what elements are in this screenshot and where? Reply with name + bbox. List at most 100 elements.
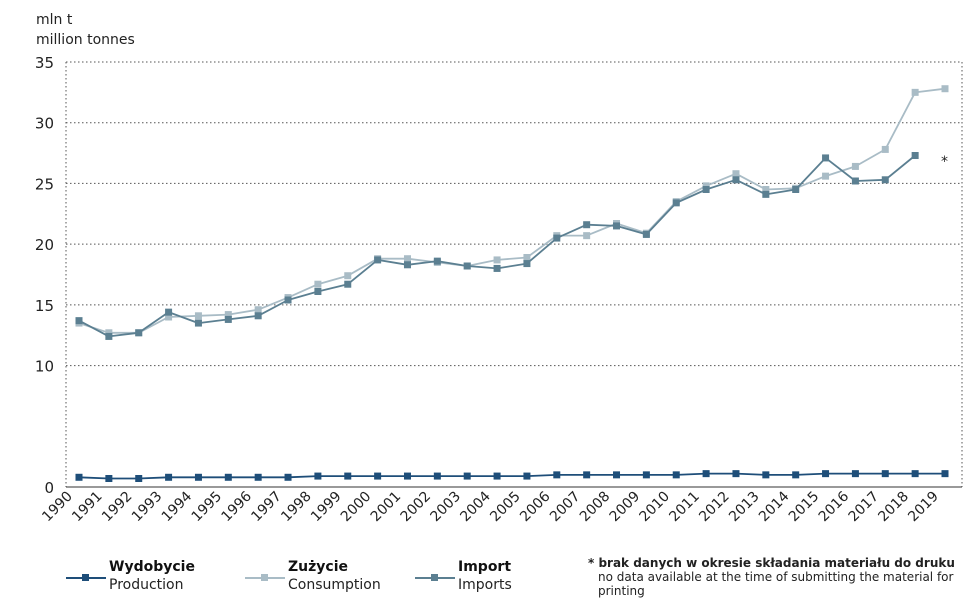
data-point-2-13 xyxy=(463,262,471,270)
y-tick-label: 15 xyxy=(35,297,54,315)
x-tick-label: 2015 xyxy=(786,489,823,526)
data-point-1-15 xyxy=(523,254,531,261)
data-point-2-19 xyxy=(642,230,650,238)
x-tick-label: 1993 xyxy=(129,489,166,526)
data-point-2-3 xyxy=(165,308,173,316)
x-tick-label: 2016 xyxy=(816,488,853,525)
x-tick-label: 2002 xyxy=(398,489,435,526)
data-point-2-26 xyxy=(851,177,859,185)
footnote-en: no data available at the time of submitt… xyxy=(598,570,954,598)
data-point-2-14 xyxy=(493,264,501,272)
legend-production-marker xyxy=(82,574,89,581)
missing-data-asterisk: * xyxy=(941,154,948,170)
footnote: * brak danych w okresie składania materi… xyxy=(588,556,968,598)
data-point-0-24 xyxy=(792,471,800,479)
data-point-1-11 xyxy=(403,255,411,263)
data-point-2-23 xyxy=(762,190,770,198)
data-point-0-2 xyxy=(135,475,143,482)
y-tick-label: 20 xyxy=(35,236,54,254)
data-point-0-0 xyxy=(75,473,83,481)
legend-imports: Import Imports xyxy=(415,559,575,610)
data-point-0-23 xyxy=(762,471,770,479)
footnote-pl: * brak danych w okresie składania materi… xyxy=(588,556,955,570)
data-point-0-16 xyxy=(553,471,561,479)
data-point-0-9 xyxy=(344,472,352,480)
x-tick-label: 1995 xyxy=(189,489,226,526)
x-tick-label: 2007 xyxy=(547,489,584,526)
data-point-0-4 xyxy=(194,473,202,481)
x-tick-label: 1994 xyxy=(159,488,196,525)
data-point-1-1 xyxy=(105,329,113,337)
x-tick-label: 1992 xyxy=(99,489,136,526)
data-point-0-10 xyxy=(374,472,382,480)
series-line-0 xyxy=(78,472,945,480)
data-point-2-6 xyxy=(254,312,262,320)
data-point-2-24 xyxy=(792,186,800,193)
x-tick-label: 2009 xyxy=(607,489,644,526)
data-point-0-29 xyxy=(941,470,949,478)
data-point-0-17 xyxy=(583,471,591,479)
y-unit-en: million tonnes xyxy=(36,32,135,48)
x-tick-label: 2003 xyxy=(428,489,465,526)
x-tick-label: 1999 xyxy=(308,489,345,526)
data-point-1-8 xyxy=(314,280,322,288)
data-point-1-9 xyxy=(344,272,352,280)
x-tick-label: 2011 xyxy=(666,489,703,526)
data-point-2-20 xyxy=(672,199,680,207)
legend-production-en: Production xyxy=(109,577,184,593)
data-point-2-9 xyxy=(344,280,352,288)
data-point-2-16 xyxy=(553,234,561,242)
data-point-0-25 xyxy=(822,470,830,478)
x-tick-label: 2001 xyxy=(368,489,405,526)
data-point-0-28 xyxy=(911,470,919,478)
series-line-1 xyxy=(78,87,946,334)
data-point-1-14 xyxy=(493,256,501,264)
data-point-1-22 xyxy=(732,170,740,178)
data-point-0-12 xyxy=(433,472,441,480)
x-tick-label: 2012 xyxy=(696,489,733,526)
x-tick-label: 1996 xyxy=(218,488,255,525)
grid xyxy=(65,61,963,487)
data-point-0-14 xyxy=(493,472,501,480)
data-point-2-10 xyxy=(374,256,382,264)
legend-imports-pl: Import xyxy=(458,559,512,575)
x-tick-label: 2019 xyxy=(905,489,942,526)
x-tick-label: 1991 xyxy=(69,489,106,526)
data-point-0-1 xyxy=(105,475,113,482)
x-tick-label: 2008 xyxy=(577,489,614,526)
y-tick-label: 10 xyxy=(35,358,54,376)
legend-consumption-pl: Zużycie xyxy=(288,559,348,575)
data-point-2-22 xyxy=(732,176,740,184)
data-point-2-4 xyxy=(194,319,202,327)
data-point-0-22 xyxy=(732,470,740,478)
data-point-0-20 xyxy=(672,471,680,479)
y-axis: 0 10 15 20 25 30 35 xyxy=(35,54,54,497)
x-tick-label: 2017 xyxy=(846,489,883,526)
data-point-0-13 xyxy=(463,472,471,480)
chart-area: 0 10 15 20 25 30 35 19901991199219931994199519… xyxy=(35,54,963,526)
x-tick-label: 1998 xyxy=(278,489,315,526)
x-tick-label: 2000 xyxy=(338,489,375,526)
x-tick-label: 2006 xyxy=(517,488,554,525)
x-tick-label: 2005 xyxy=(487,489,524,526)
series-group xyxy=(75,85,949,482)
data-point-0-11 xyxy=(403,472,411,480)
data-point-2-12 xyxy=(433,257,441,265)
data-point-1-17 xyxy=(583,232,591,240)
data-point-1-5 xyxy=(224,311,232,319)
data-point-0-21 xyxy=(702,470,710,478)
data-point-2-2 xyxy=(135,329,143,337)
legend-production: Wydobycie Production xyxy=(66,559,236,610)
data-point-2-1 xyxy=(105,332,113,340)
data-point-0-5 xyxy=(224,473,232,481)
x-axis: 1990199119921993199419951996199719981999… xyxy=(39,486,962,526)
y-tick-label: 30 xyxy=(35,115,54,133)
x-tick-label: 2013 xyxy=(726,489,763,526)
data-point-1-25 xyxy=(822,172,830,180)
data-point-2-28 xyxy=(911,152,919,159)
y-unit-pl: mln t xyxy=(36,12,73,28)
data-point-1-4 xyxy=(194,312,202,320)
x-tick-label: 1997 xyxy=(248,489,285,526)
data-point-2-5 xyxy=(224,315,232,323)
series-line-2 xyxy=(78,154,916,338)
